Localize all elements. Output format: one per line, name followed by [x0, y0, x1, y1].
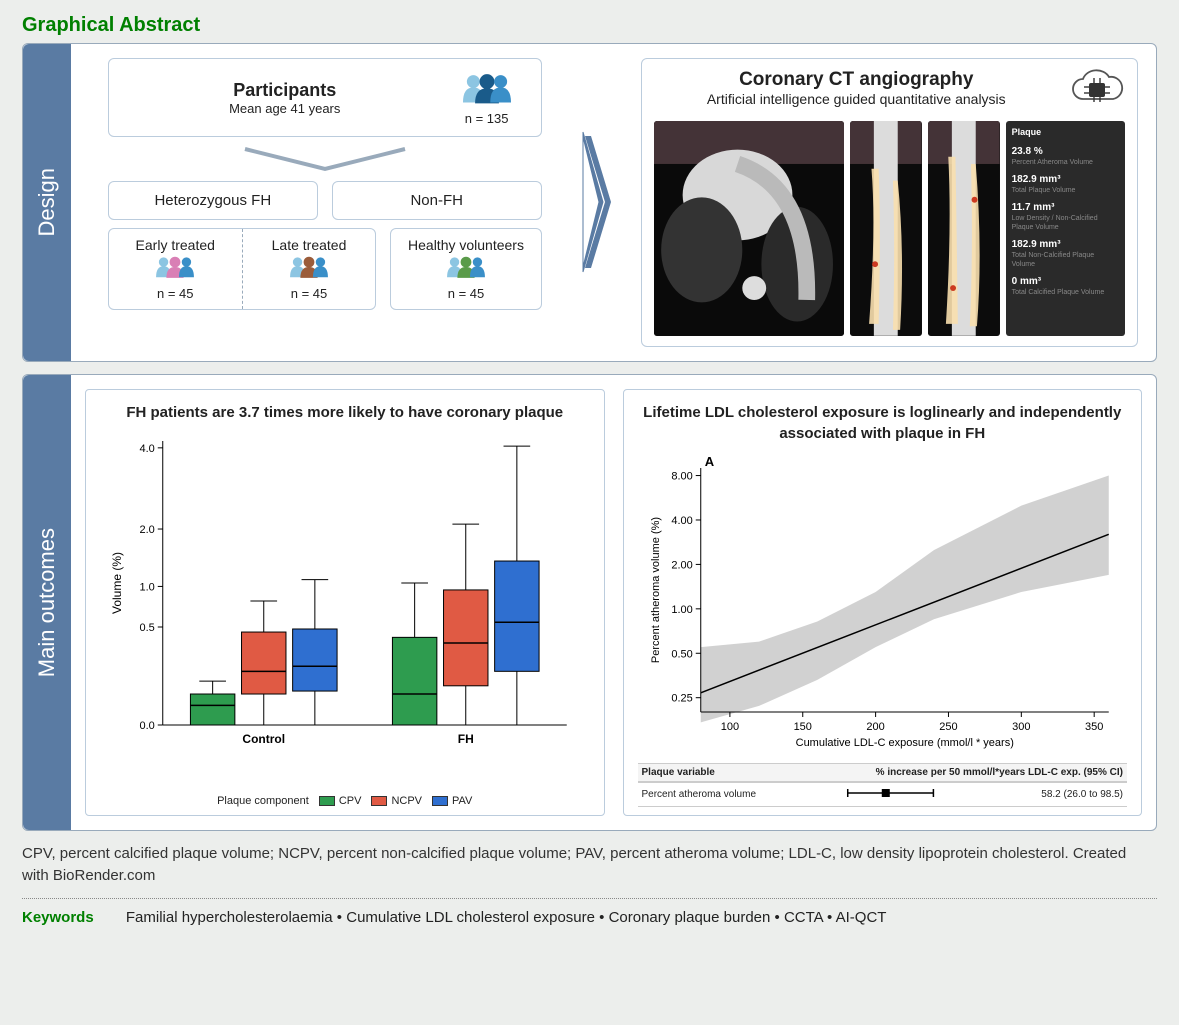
svg-text:300: 300	[1012, 721, 1030, 733]
svg-text:8.00: 8.00	[671, 470, 692, 482]
early-treated-box: Early treated n = 45	[109, 229, 243, 309]
fh-subgroups: Early treated n = 45 Late treated n = 45	[108, 228, 377, 310]
svg-text:4.00: 4.00	[671, 515, 692, 527]
svg-text:Cumulative LDL-C exposure (mmo: Cumulative LDL-C exposure (mmol/l * year…	[795, 737, 1013, 749]
page-title: Graphical Abstract	[0, 0, 1179, 43]
svg-text:1.0: 1.0	[139, 581, 154, 593]
boxplot-title: FH patients are 3.7 times more likely to…	[100, 402, 590, 423]
early-treated-label: Early treated	[117, 237, 234, 253]
boxplot-chart: 0.0 0.5 1.0 2.0 4.0 Volume (%) Control FH	[100, 431, 590, 761]
design-sidebar: Design	[23, 44, 71, 361]
early-n: n = 45	[117, 286, 234, 301]
svg-text:A: A	[704, 454, 714, 469]
keywords-list: Familial hypercholesterolaemiaCumulative…	[126, 909, 887, 926]
keywords-label: Keywords	[22, 909, 94, 926]
svg-text:2.0: 2.0	[139, 524, 154, 536]
svg-text:250: 250	[939, 721, 957, 733]
participants-subtitle: Mean age 41 years	[123, 101, 447, 116]
late-n: n = 45	[251, 286, 368, 301]
ct-readout-panel: Plaque23.8 %Percent Atheroma Volume182.9…	[1006, 121, 1125, 336]
outcomes-sidebar-label: Main outcomes	[34, 528, 60, 677]
design-sidebar-label: Design	[34, 168, 60, 236]
ccta-title: Coronary CT angiography	[654, 69, 1060, 91]
svg-text:200: 200	[866, 721, 884, 733]
participants-title: Participants	[123, 80, 447, 101]
nonfh-group-label: Non-FH	[332, 181, 542, 220]
ct-image-axial	[654, 121, 845, 336]
abbreviations-footer: CPV, percent calcified plaque volume; NC…	[22, 843, 1157, 899]
forest-header-left: Plaque variable	[642, 767, 792, 778]
ccta-box: Coronary CT angiography Artificial intel…	[641, 58, 1139, 347]
forest-value: 58.2 (26.0 to 98.5)	[973, 789, 1123, 800]
forest-plot	[817, 786, 947, 800]
svg-text:Control: Control	[242, 732, 285, 746]
people-icon	[456, 69, 518, 105]
participants-n: n = 135	[465, 111, 509, 126]
legend-pav: PAV	[432, 795, 472, 807]
svg-text:2.00: 2.00	[671, 559, 692, 571]
svg-text:350: 350	[1084, 721, 1102, 733]
healthy-label: Healthy volunteers	[399, 237, 532, 253]
forest-row: Plaque variable % increase per 50 mmol/l…	[638, 763, 1128, 807]
logplot-title: Lifetime LDL cholesterol exposure is log…	[638, 402, 1128, 444]
logplot-chart: 0.25 0.50 1.00 2.00 4.00 8.00 100 150 200 250 300 3…	[638, 452, 1128, 752]
flow-arrow	[581, 58, 621, 347]
late-treated-label: Late treated	[251, 237, 368, 253]
svg-text:150: 150	[793, 721, 811, 733]
people-icon	[149, 253, 201, 279]
logplot-panel: Lifetime LDL cholesterol exposure is log…	[623, 389, 1143, 816]
legend-lead: Plaque component	[217, 795, 309, 807]
svg-text:0.5: 0.5	[139, 622, 154, 634]
svg-text:0.50: 0.50	[671, 648, 692, 660]
healthy-box: Healthy volunteers n = 45	[390, 228, 541, 310]
boxplot-legend: Plaque component CPV NCPV PAV	[100, 795, 590, 807]
svg-text:0.25: 0.25	[671, 692, 692, 704]
design-panel: Design Participants Mean age 41 years n …	[22, 43, 1157, 362]
svg-text:FH: FH	[458, 732, 474, 746]
svg-text:Volume (%): Volume (%)	[110, 552, 124, 614]
svg-text:1.00: 1.00	[671, 604, 692, 616]
forest-row-label: Percent atheroma volume	[642, 789, 792, 800]
ct-vessel-1	[850, 121, 922, 336]
outcomes-panel: Main outcomes FH patients are 3.7 times …	[22, 374, 1157, 831]
outcomes-sidebar: Main outcomes	[23, 375, 71, 830]
split-chevron	[240, 145, 410, 173]
svg-text:4.0: 4.0	[139, 443, 154, 455]
healthy-n: n = 45	[399, 286, 532, 301]
fh-group-label: Heterozygous FH	[108, 181, 318, 220]
cloud-chip-icon	[1069, 69, 1125, 111]
legend-ncpv: NCPV	[371, 795, 422, 807]
participants-box: Participants Mean age 41 years n = 135	[108, 58, 542, 137]
keywords-row: Keywords Familial hypercholesterolaemiaC…	[22, 909, 1157, 926]
ct-vessel-2	[928, 121, 1000, 336]
people-icon	[440, 253, 492, 279]
ccta-subtitle: Artificial intelligence guided quantitat…	[654, 91, 1060, 107]
legend-cpv: CPV	[319, 795, 362, 807]
svg-text:0.0: 0.0	[139, 720, 154, 732]
late-treated-box: Late treated n = 45	[243, 229, 376, 309]
people-icon	[283, 253, 335, 279]
svg-text:Percent atheroma volume (%): Percent atheroma volume (%)	[649, 517, 661, 663]
svg-text:100: 100	[720, 721, 738, 733]
boxplot-panel: FH patients are 3.7 times more likely to…	[85, 389, 605, 816]
forest-header-right: % increase per 50 mmol/l*years LDL-C exp…	[792, 767, 1123, 778]
